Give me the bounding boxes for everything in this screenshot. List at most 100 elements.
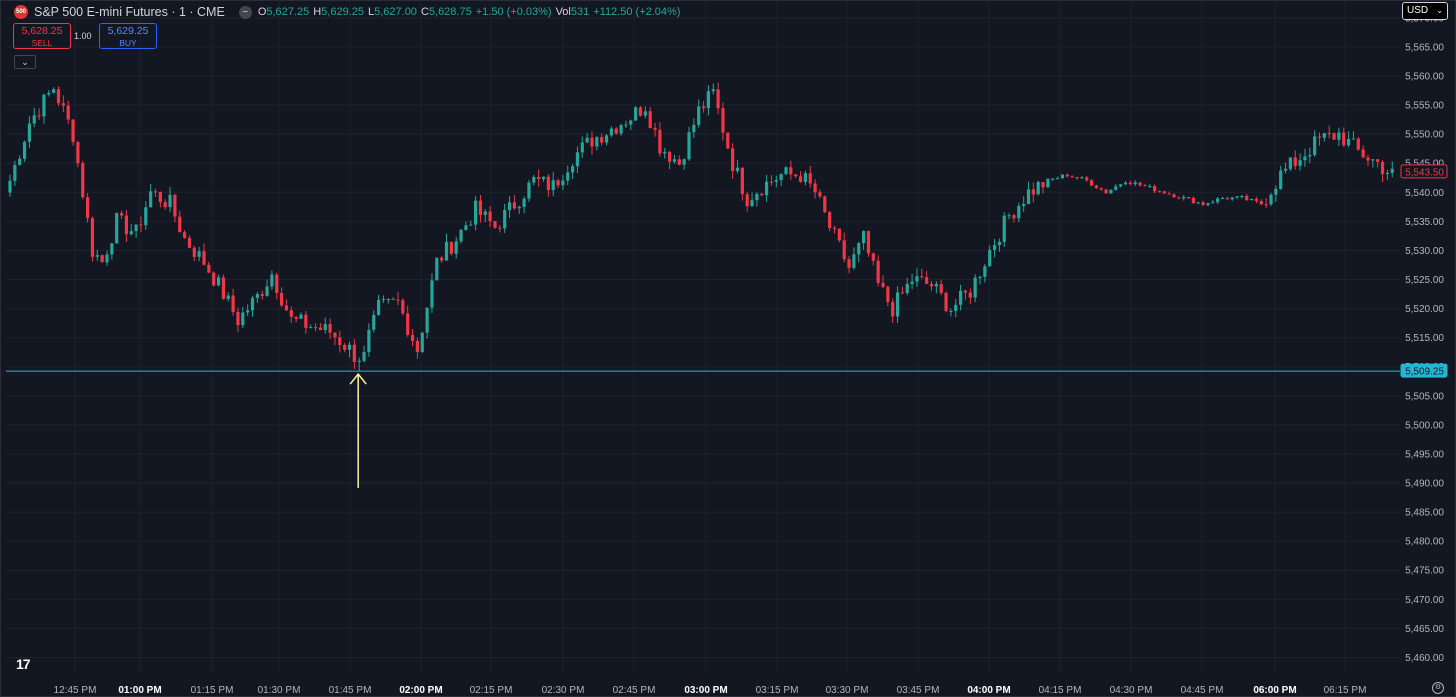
price-tick-label: 5,480.00 [1405,537,1444,548]
candle-body [231,295,235,313]
candle-body [110,243,114,255]
candle-body [13,164,17,181]
candle-body [731,148,735,172]
time-tick-label: 04:15 PM [1039,685,1082,696]
candle-body [309,327,313,329]
candle-body [32,115,36,124]
order-quantity[interactable]: 1.00 [74,31,92,41]
candle-body [837,228,841,241]
candle-body [81,163,85,198]
candle-body [27,123,31,142]
collapse-legend-button[interactable]: − [238,5,252,19]
candle-body [430,280,434,308]
candle-body [1123,182,1128,185]
time-tick-label: 03:00 PM [684,685,727,696]
ohlc-open: O5,627.25 [257,6,310,18]
candle-body [954,304,958,312]
sell-price: 5,628.25 [21,25,63,37]
gear-icon[interactable]: ⚙ [1432,682,1444,694]
trade-panel-dropdown[interactable]: ⌄ [14,55,36,69]
candle-body [934,284,938,287]
candle-body [886,286,890,302]
candle-body [323,324,327,331]
candle-body [212,272,216,286]
candle-body [299,314,303,319]
candle-body [1012,215,1016,219]
price-tick-label: 5,460.00 [1405,653,1444,664]
candle-body [551,180,555,191]
candle-body [415,340,419,352]
candle-body [338,337,342,345]
candle-body [1327,133,1331,135]
candle-body [687,132,691,160]
sell-button[interactable]: 5,628.25 SELL [13,23,71,49]
candle-body [1026,189,1031,204]
candle-body [716,89,720,109]
candle-body [1196,202,1200,204]
candle-body [115,213,119,244]
candle-body [1313,136,1317,155]
candle-body [61,103,65,106]
candle-body [609,128,613,136]
candle-body [774,180,778,182]
candle-body [755,193,759,201]
symbol-title[interactable]: S&P 500 E-mini Futures · 1 · CME [34,5,225,19]
currency-selector[interactable]: USD ⌄ [1402,2,1448,20]
candle-body [1356,138,1360,150]
candle-body [1060,174,1065,179]
candle-body [978,276,982,278]
candle-body [973,277,977,298]
candle-body [100,255,104,263]
price-axis[interactable]: 5,460.00 5,465.00 5,470.00 5,475.00 5,480.00… [1400,13,1448,664]
candle-body [1119,184,1123,187]
candle-body [1332,133,1336,140]
candle-body [1347,138,1351,146]
candle-body [1342,132,1346,146]
time-tick-label: 01:30 PM [258,685,301,696]
sell-label: SELL [31,38,53,48]
candle-body [280,292,284,306]
candle-body [750,200,754,207]
candle-body [1182,197,1186,199]
candle-body [895,292,900,317]
time-axis[interactable]: 12:45 PM 01:00 PM 01:15 PM 01:30 PM 01:45 PM… [54,685,1367,696]
candle-body [406,313,410,335]
candle-body [1153,186,1157,192]
candle-body [183,232,187,238]
candle-body [527,182,531,199]
candle-body [318,327,322,331]
candle-body [847,259,851,268]
candle-body [1351,138,1356,140]
candle-body [1099,188,1103,190]
candle-body [784,167,788,175]
candle-body [1376,159,1380,162]
candle-body [1308,154,1312,157]
buy-button[interactable]: 5,629.25 BUY [99,23,157,49]
candle-body [862,231,866,244]
candle-body [857,243,861,255]
chevron-down-icon: ⌄ [1436,6,1443,15]
price-tick-label: 5,505.00 [1405,391,1444,402]
candle-body [304,314,308,328]
ohlc-values: O5,627.25 H5,629.25 L5,627.00 C5,628.75 … [258,6,681,18]
candle-body [129,231,133,235]
candle-body [1017,205,1021,219]
time-tick-label: 03:15 PM [756,685,799,696]
candle-body [866,231,871,254]
candle-body [47,92,51,95]
time-tick-label: 01:45 PM [329,685,372,696]
candle-body [333,332,337,338]
candle-body [86,197,90,219]
candle-body [512,202,516,209]
candle-body [604,135,609,143]
candle-body [168,194,172,208]
candle-body [638,107,643,116]
candle-body [643,111,647,116]
price-tick-label: 5,500.00 [1405,420,1444,431]
symbol-logo-icon[interactable]: 500 [14,5,28,19]
candle-body [1240,195,1244,197]
candle-body [246,310,250,313]
tradingview-logo-icon[interactable]: 17 [16,656,31,672]
price-tick-label: 5,545.00 [1405,159,1444,170]
